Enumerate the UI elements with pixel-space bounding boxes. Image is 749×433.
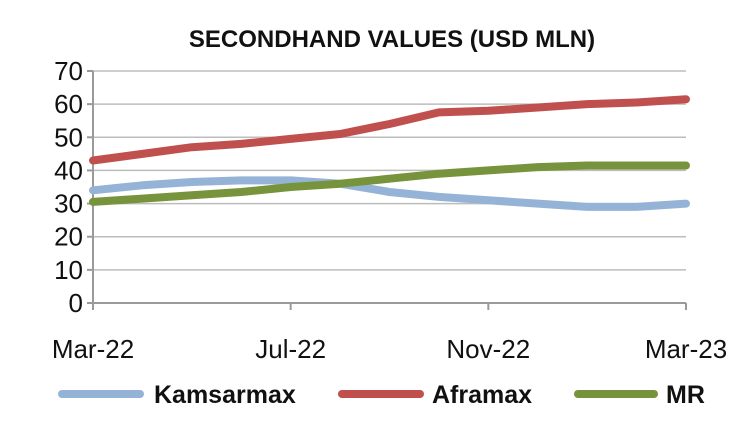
y-tick-label: 70	[54, 56, 83, 86]
y-tick-label: 20	[54, 222, 83, 252]
x-axis-ticks: Mar-22 Jul-22 Nov-22 Mar-23	[52, 334, 727, 364]
y-tick-label: 60	[54, 89, 83, 119]
legend: Kamsarmax Aframax MR	[58, 381, 705, 409]
y-tick-label: 0	[69, 288, 83, 318]
x-tick-label: Mar-22	[52, 334, 134, 364]
legend-label-mr: MR	[666, 381, 705, 409]
x-tick-label: Nov-22	[446, 334, 530, 364]
gridlines	[93, 70, 686, 271]
legend-label-kamsarmax: Kamsarmax	[154, 381, 296, 409]
series-line-aframax	[89, 95, 690, 165]
y-tick-label: 50	[54, 122, 83, 152]
y-tick-label: 10	[54, 255, 83, 285]
series-lines	[89, 95, 690, 211]
y-tick-label: 40	[54, 155, 83, 185]
legend-label-aframax: Aframax	[432, 381, 532, 409]
x-tick-label: Jul-22	[255, 334, 326, 364]
x-tick-label: Mar-23	[645, 334, 727, 364]
series-line-mr	[89, 161, 690, 206]
y-tick-label: 30	[54, 189, 83, 219]
chart-title: SECONDHAND VALUES (USD MLN)	[189, 26, 595, 53]
series-line-kamsarmax	[89, 176, 690, 211]
